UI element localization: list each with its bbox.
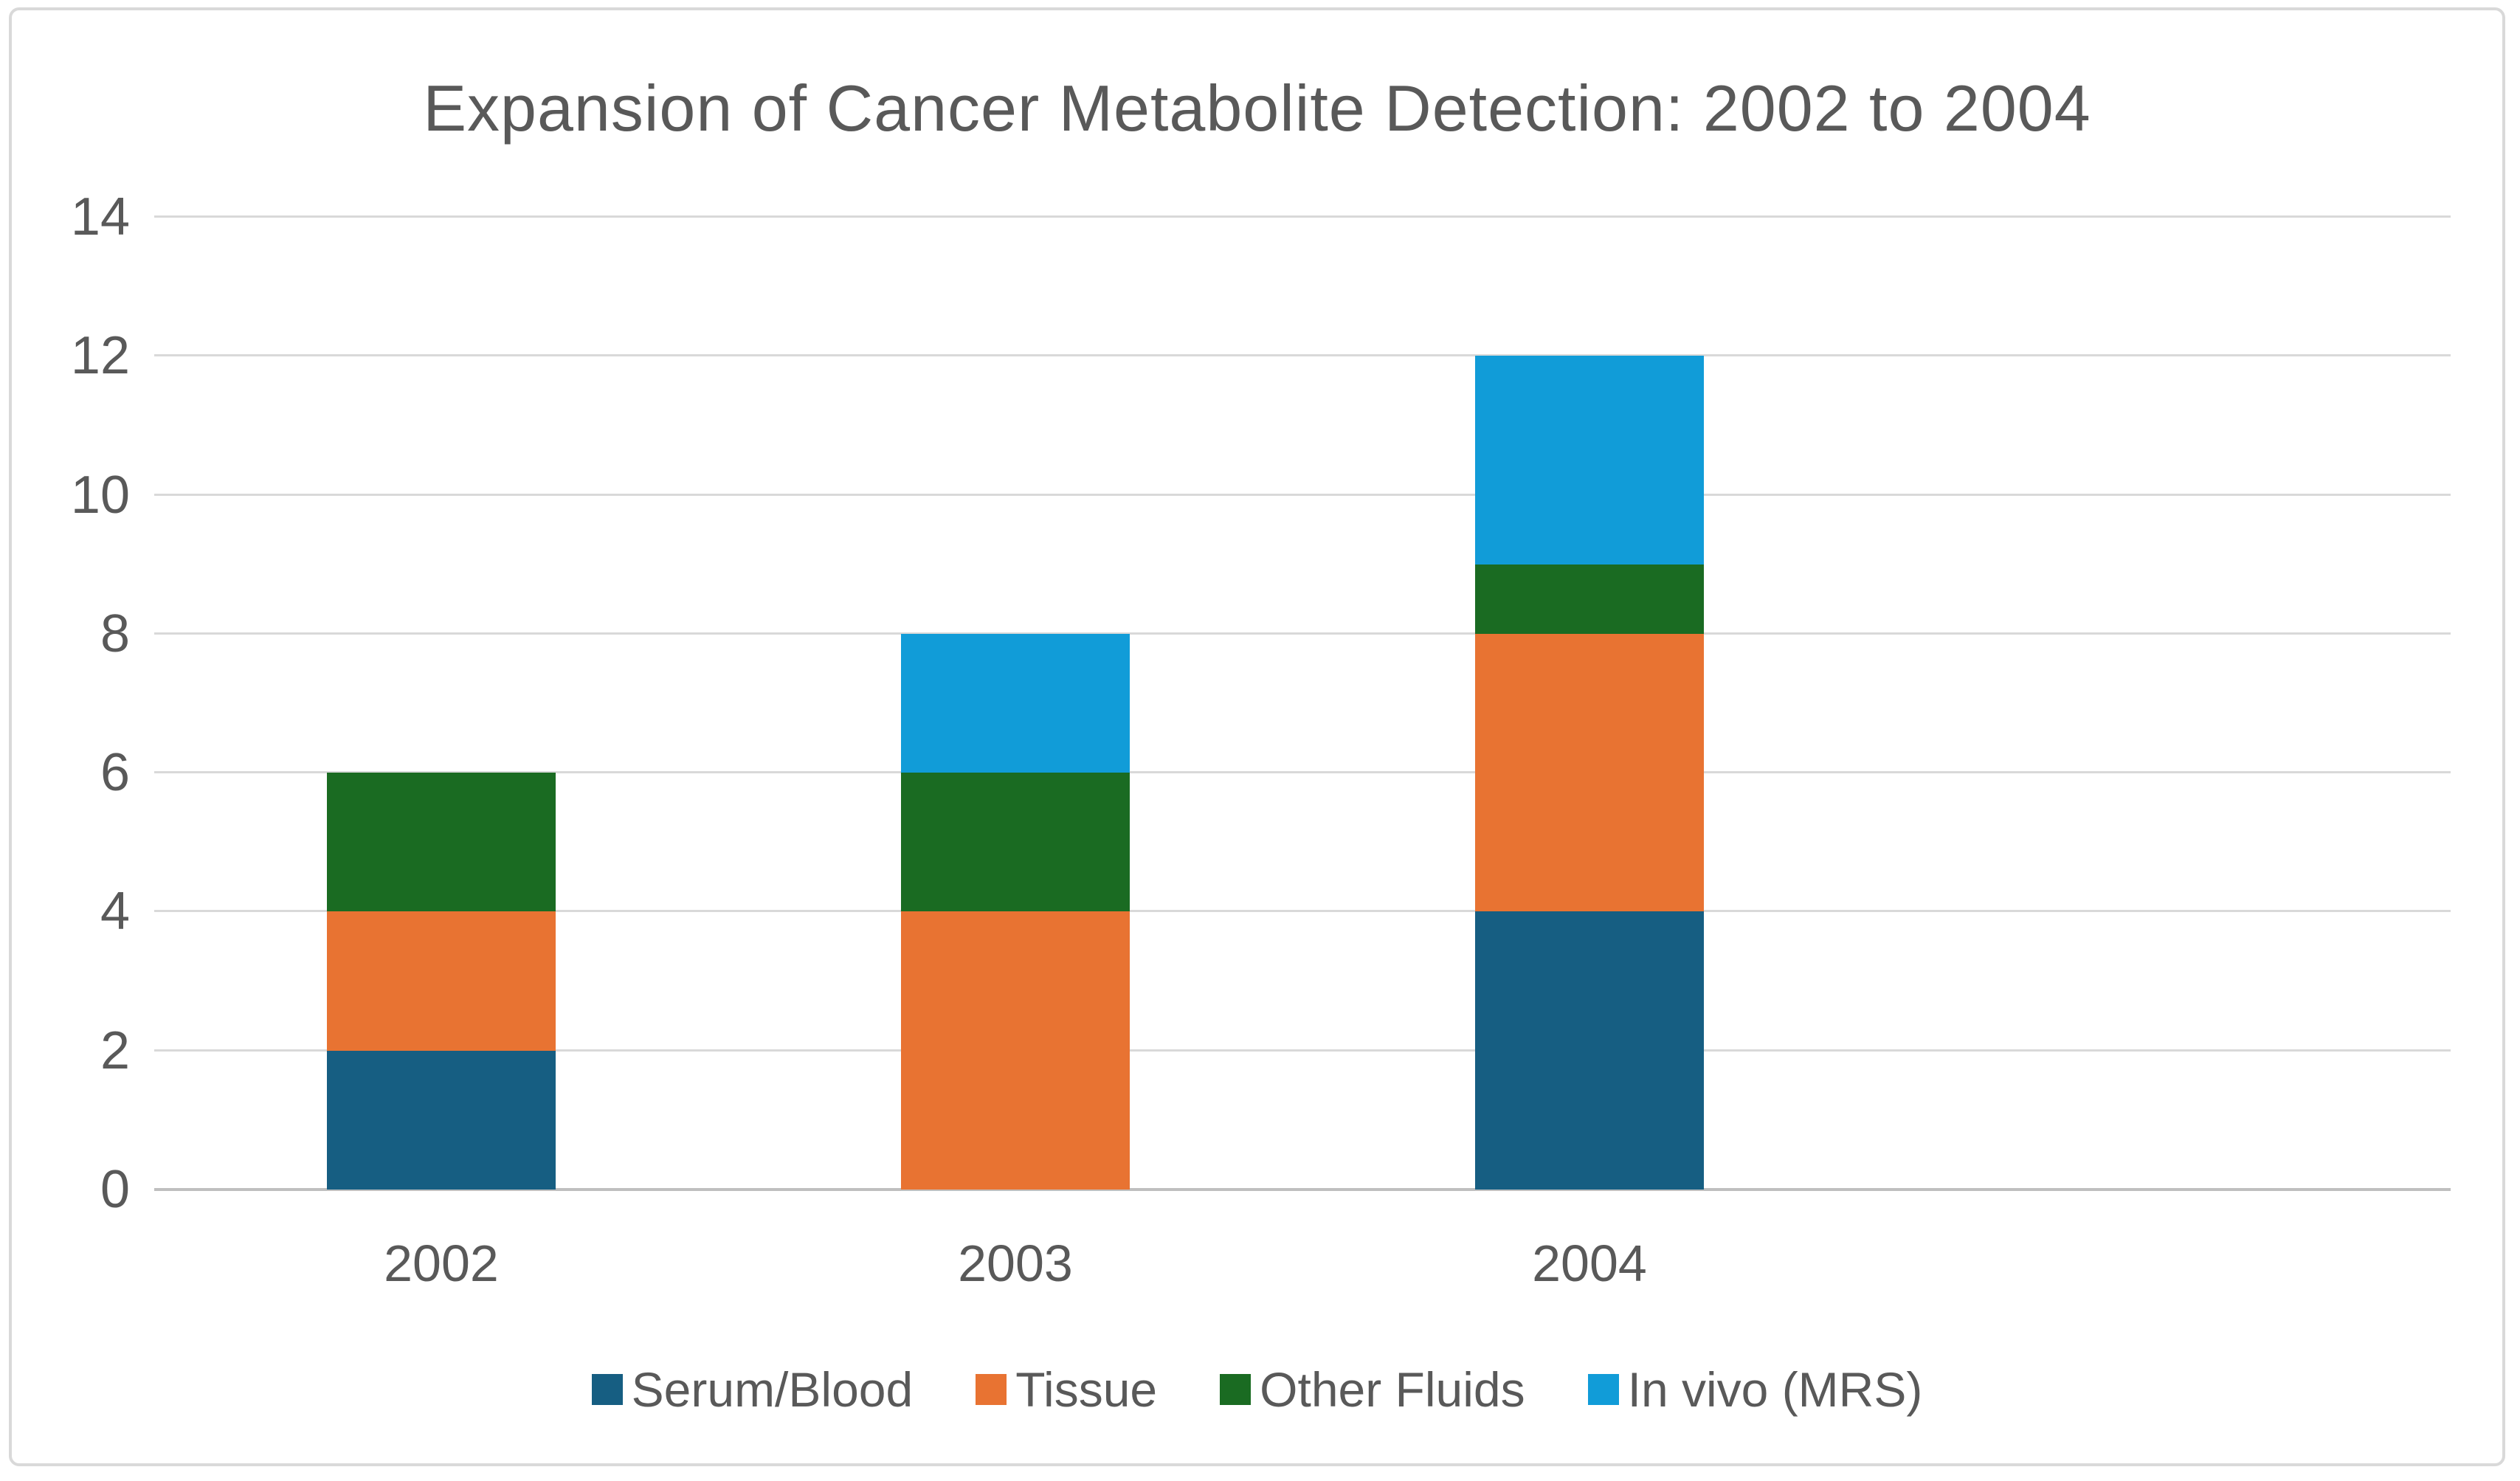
- y-axis-tick-label: 0: [100, 1160, 130, 1219]
- y-axis-tick-label: 6: [100, 743, 130, 803]
- bar-segment-serum-blood: [327, 1050, 556, 1190]
- legend-label: Serum/Blood: [631, 1362, 914, 1417]
- legend-swatch-icon: [976, 1374, 1007, 1405]
- legend: Serum/Blood Tissue Other Fluids In vivo (MR…: [12, 1356, 2502, 1423]
- bar-segment-in-vivo-mrs: [901, 633, 1130, 773]
- y-axis-tick-label: 2: [100, 1021, 130, 1080]
- bar-segment-serum-blood: [1475, 911, 1704, 1190]
- gridline: [154, 1049, 2451, 1052]
- gridline: [154, 215, 2451, 218]
- bar-segment-in-vivo-mrs: [1475, 356, 1704, 565]
- bar-segment-other-fluids: [327, 773, 556, 912]
- chart-title: Expansion of Cancer Metabolite Detection…: [423, 72, 2091, 145]
- gridline: [154, 354, 2451, 357]
- y-axis-tick-label: 8: [100, 604, 130, 663]
- legend-swatch-icon: [1587, 1374, 1619, 1405]
- bar-segment-tissue: [327, 911, 556, 1051]
- x-axis-tick-label: 2002: [384, 1235, 499, 1292]
- legend-item-other-fluids: Other Fluids: [1220, 1360, 1525, 1419]
- legend-label: Other Fluids: [1260, 1362, 1525, 1417]
- gridline: [154, 771, 2451, 774]
- bar-segment-other-fluids: [901, 773, 1130, 912]
- x-axis-tick-label: 2004: [1532, 1235, 1647, 1292]
- y-axis-tick-label: 4: [100, 882, 130, 942]
- bar-segment-tissue: [901, 911, 1130, 1190]
- legend-label: In vivo (MRS): [1627, 1362, 1923, 1417]
- legend-swatch-icon: [1220, 1374, 1252, 1405]
- chart-frame: Expansion of Cancer Metabolite Detection…: [9, 7, 2505, 1466]
- gridline: [154, 632, 2451, 635]
- bar-segment-other-fluids: [1475, 564, 1704, 634]
- gridline: [154, 910, 2451, 913]
- plot-area: 0 2 4 6 8 10 12 14 2002 2003 2004: [12, 10, 2502, 1463]
- y-axis-tick-label: 14: [70, 187, 130, 246]
- legend-item-tissue: Tissue: [976, 1360, 1157, 1419]
- legend-item-serum-blood: Serum/Blood: [591, 1360, 914, 1419]
- y-axis-tick-label: 10: [70, 465, 130, 525]
- bar-segment-tissue: [1475, 633, 1704, 912]
- gridline: [154, 493, 2451, 496]
- legend-label: Tissue: [1015, 1362, 1158, 1417]
- legend-swatch-icon: [591, 1374, 623, 1405]
- x-axis-line: [154, 1188, 2451, 1191]
- legend-item-in-vivo-mrs: In vivo (MRS): [1587, 1360, 1923, 1419]
- x-axis-tick-label: 2003: [958, 1235, 1073, 1292]
- y-axis-tick-label: 12: [70, 326, 130, 386]
